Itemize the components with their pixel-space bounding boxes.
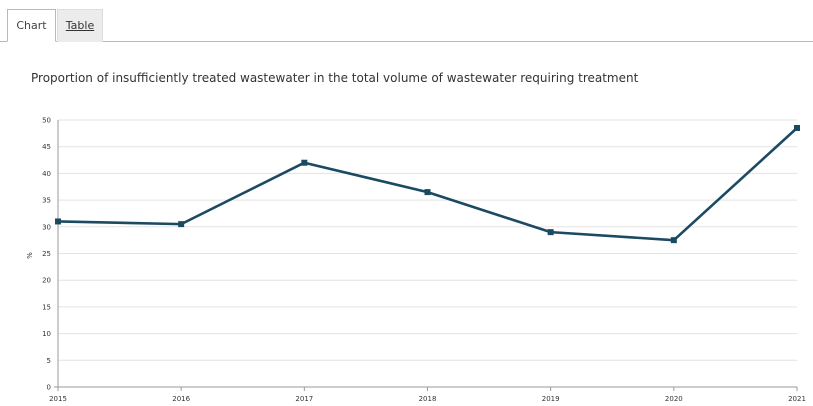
data-point [547, 229, 554, 236]
y-tick-label: 50 [42, 117, 51, 125]
x-tick-label: 2016 [172, 395, 190, 403]
x-tick-label: 2018 [419, 395, 437, 403]
x-tick-label: 2020 [665, 395, 683, 403]
x-tick-label: 2021 [788, 395, 806, 403]
y-tick-label: 45 [42, 143, 51, 151]
data-point [424, 189, 431, 196]
y-tick-label: 20 [42, 277, 51, 285]
y-tick-label: 15 [42, 303, 51, 311]
series-line [56, 126, 799, 242]
y-tick-label: 40 [42, 170, 51, 178]
data-point [301, 159, 308, 166]
y-tick-label: 10 [42, 330, 51, 338]
y-axis-label: % [26, 252, 34, 259]
x-tick-label: 2017 [295, 395, 313, 403]
data-point [794, 125, 800, 132]
tab-table[interactable]: Table [57, 9, 103, 42]
chart-title: Proportion of insufficiently treated was… [31, 71, 639, 85]
y-tick-label: 30 [42, 223, 51, 231]
data-point [55, 218, 61, 225]
x-tick-label: 2019 [542, 395, 560, 403]
y-tick-label: 0 [47, 384, 51, 392]
tab-bar: Chart Table [0, 0, 813, 42]
y-tick-label: 25 [42, 250, 51, 258]
x-tick-label: 2015 [49, 395, 67, 403]
y-tick-label: 35 [42, 197, 51, 205]
tab-chart[interactable]: Chart [7, 9, 56, 42]
data-point [670, 237, 677, 244]
y-tick-label: 5 [47, 357, 51, 365]
data-point [178, 221, 185, 228]
